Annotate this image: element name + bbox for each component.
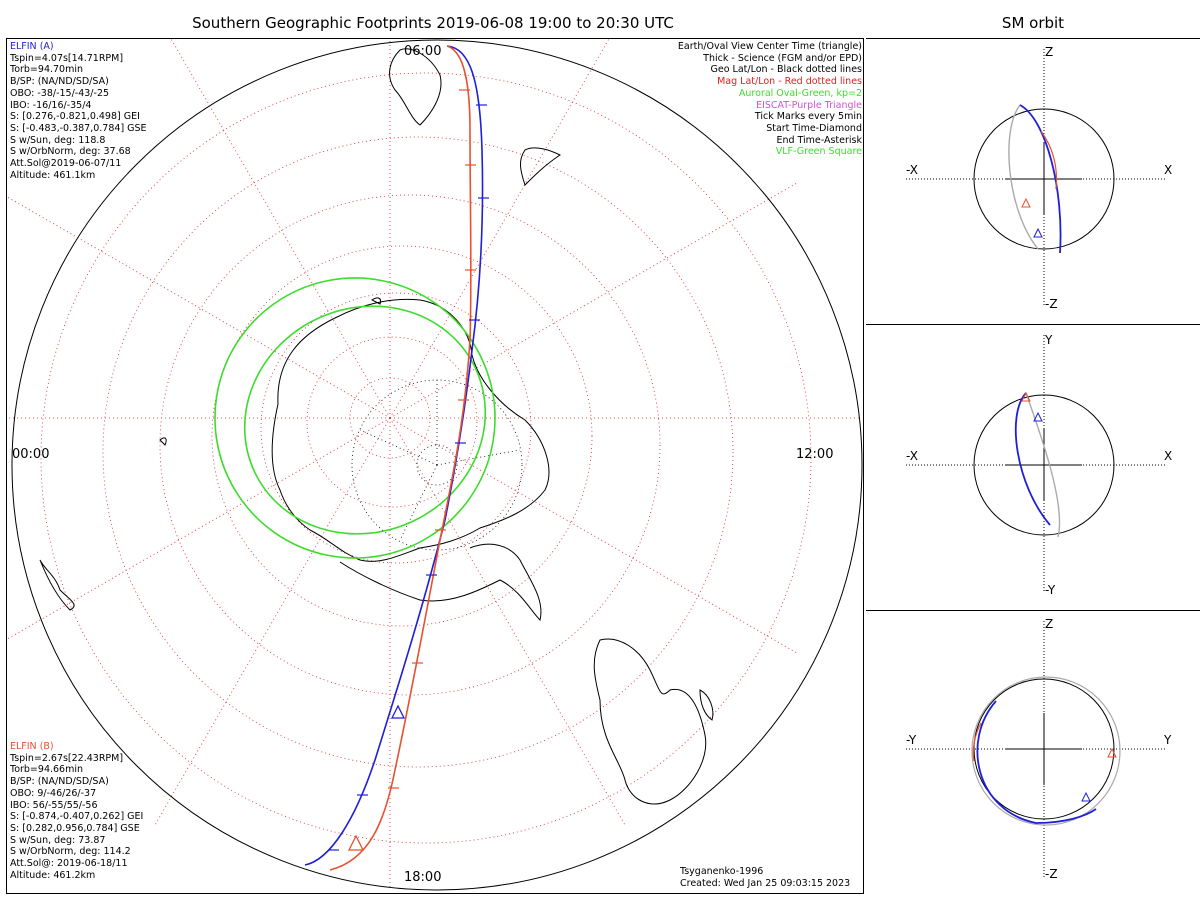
sm-yz-top: Z	[1045, 617, 1054, 631]
sm-xz-right: X	[1164, 163, 1173, 177]
sm-panel-xy: -X X Y -Y	[866, 324, 1200, 610]
auroral-oval	[214, 277, 496, 559]
mag-longitude-line	[6, 417, 391, 641]
mlt-label-left: 00:00	[12, 447, 50, 462]
elfin-b-line: IBO: 56/-55/55/-56	[10, 799, 98, 811]
sm-yz-left: -Y	[906, 733, 917, 747]
elfin-b-info: ELFIN (B) Tspin=2.67s[22.43RPM] Torb=94.…	[10, 741, 143, 881]
geo-latlon-grid	[351, 379, 523, 551]
elfin-b-line: Tspin=2.67s[22.43RPM]	[10, 752, 124, 764]
sm-xy-left: -X	[906, 449, 918, 463]
sm-xy-right: X	[1164, 449, 1173, 463]
model-name: Tsyganenko-1996	[680, 866, 764, 877]
sm-xz-bottom: -Z	[1045, 297, 1058, 311]
mlt-label-bottom: 18:00	[404, 870, 442, 885]
elfin-a-line: S w/OrbNorm, deg: 37.68	[10, 146, 131, 158]
elfin-a-view-center-triangle	[390, 704, 406, 719]
sm-panel-yz-plot	[906, 621, 1166, 879]
elfin-b-line: Torb=94.66min	[10, 764, 84, 776]
elfin-a-line: B/SP: (NA/ND/SD/SA)	[10, 76, 109, 88]
elfin-a-line: Altitude: 461.1km	[10, 169, 96, 181]
mag-longitude-line	[154, 417, 391, 826]
legend-item: EISCAT-Purple Triangle	[756, 99, 862, 111]
mag-longitude-line	[170, 38, 391, 419]
elfin-b-line: B/SP: (NA/ND/SD/SA)	[10, 776, 109, 788]
elfin-b-line: OBO: 9/-46/26/-37	[10, 787, 97, 799]
elfin-a-line: Tspin=4.07s[14.71RPM]	[10, 52, 124, 64]
elfin-b-line: S: [-0.874,-0.407,0.262] GEI	[10, 811, 144, 823]
sm-panel-xy-plot	[906, 335, 1166, 593]
sm-xz-left: -X	[906, 163, 918, 177]
mlt-label-top: 06:00	[404, 44, 442, 59]
legend-item: Mag Lat/Lon - Red dotted lines	[717, 76, 862, 88]
sm-panel-yz: -Y Y Z -Z	[866, 610, 1200, 894]
sm-panel-xz: -X X Z -Z	[866, 38, 1200, 324]
coastlines	[39, 48, 714, 805]
elfin-b-footprint-track	[329, 45, 472, 871]
created-timestamp: Created: Wed Jan 25 09:03:15 2023	[680, 877, 851, 889]
sm-xy-bottom: -Y	[1045, 583, 1056, 597]
elfin-b-line: Att.Sol@: 2019-06-18/11	[10, 858, 128, 870]
mag-longitude-line	[389, 417, 798, 654]
elfin-a-line: Att.Sol@2019-06-07/11	[10, 158, 122, 170]
sm-orbit-panels: -X X Z -Z -X X Y -Y	[866, 38, 1200, 894]
elfin-a-line: Torb=94.70min	[10, 64, 84, 76]
legend-item: Start Time-Diamond	[766, 122, 862, 134]
sm-xy-top: Y	[1045, 333, 1053, 347]
footprint-map-frame	[6, 38, 864, 894]
sm-xz-top: Z	[1045, 45, 1054, 59]
elfin-b-line: S: [0.282,0.956,0.784] GSE	[10, 822, 140, 834]
elfin-a-info: ELFIN (A) Tspin=4.07s[14.71RPM] Torb=94.…	[10, 41, 147, 181]
credits: Tsyganenko-1996 Created: Wed Jan 25 09:0…	[680, 866, 850, 889]
elfin-b-header: ELFIN (B)	[10, 741, 54, 752]
elfin-b-line: S w/OrbNorm, deg: 114.2	[10, 846, 131, 858]
elfin-b-line: Altitude: 461.2km	[10, 869, 96, 881]
sm-panel-xz-plot	[906, 49, 1166, 307]
elfin-a-line: IBO: -16/16/-35/4	[10, 99, 92, 111]
elfin-b-view-center-triangle	[347, 834, 365, 851]
sm-yz-bottom: -Z	[1045, 867, 1058, 881]
elfin-a-tick-marks	[328, 104, 489, 851]
sm-orbit-title: SM orbit	[1001, 14, 1065, 32]
legend-item: Tick Marks every 5min	[754, 111, 862, 123]
mag-longitude-line	[389, 182, 798, 419]
legend-item: End Time-Asterisk	[776, 134, 862, 146]
elfin-b-tick-marks	[388, 89, 476, 789]
mag-longitude-line	[389, 38, 610, 419]
elfin-a-line: S: [0.276,-0.821,0.498] GEI	[10, 111, 140, 123]
footprint-map	[6, 38, 863, 891]
elfin-a-header: ELFIN (A)	[10, 41, 54, 52]
elfin-a-line: OBO: -38/-15/-43/-25	[10, 87, 110, 99]
elfin-b-line: S w/Sun, deg: 73.87	[10, 834, 106, 846]
sm-yz-right: Y	[1164, 733, 1172, 747]
legend-item: Geo Lat/Lon - Black dotted lines	[710, 64, 862, 76]
elfin-a-line: S: [-0.483,-0.387,0.784] GSE	[10, 122, 147, 134]
legend-item: Thick - Science (FGM and/or EPD)	[703, 52, 862, 64]
legend: Earth/Oval View Center Time (triangle) T…	[678, 41, 862, 158]
map-boundary	[11, 39, 863, 891]
legend-item: VLF-Green Square	[775, 146, 862, 158]
mlt-label-right: 12:00	[796, 447, 834, 462]
legend-item: Earth/Oval View Center Time (triangle)	[677, 41, 862, 52]
elfin-a-line: S w/Sun, deg: 118.8	[10, 134, 106, 146]
mag-longitude-line	[6, 195, 391, 419]
chart-title: Southern Geographic Footprints 2019-06-0…	[192, 14, 674, 32]
legend-item: Auroral Oval-Green, kp=2	[738, 87, 862, 99]
